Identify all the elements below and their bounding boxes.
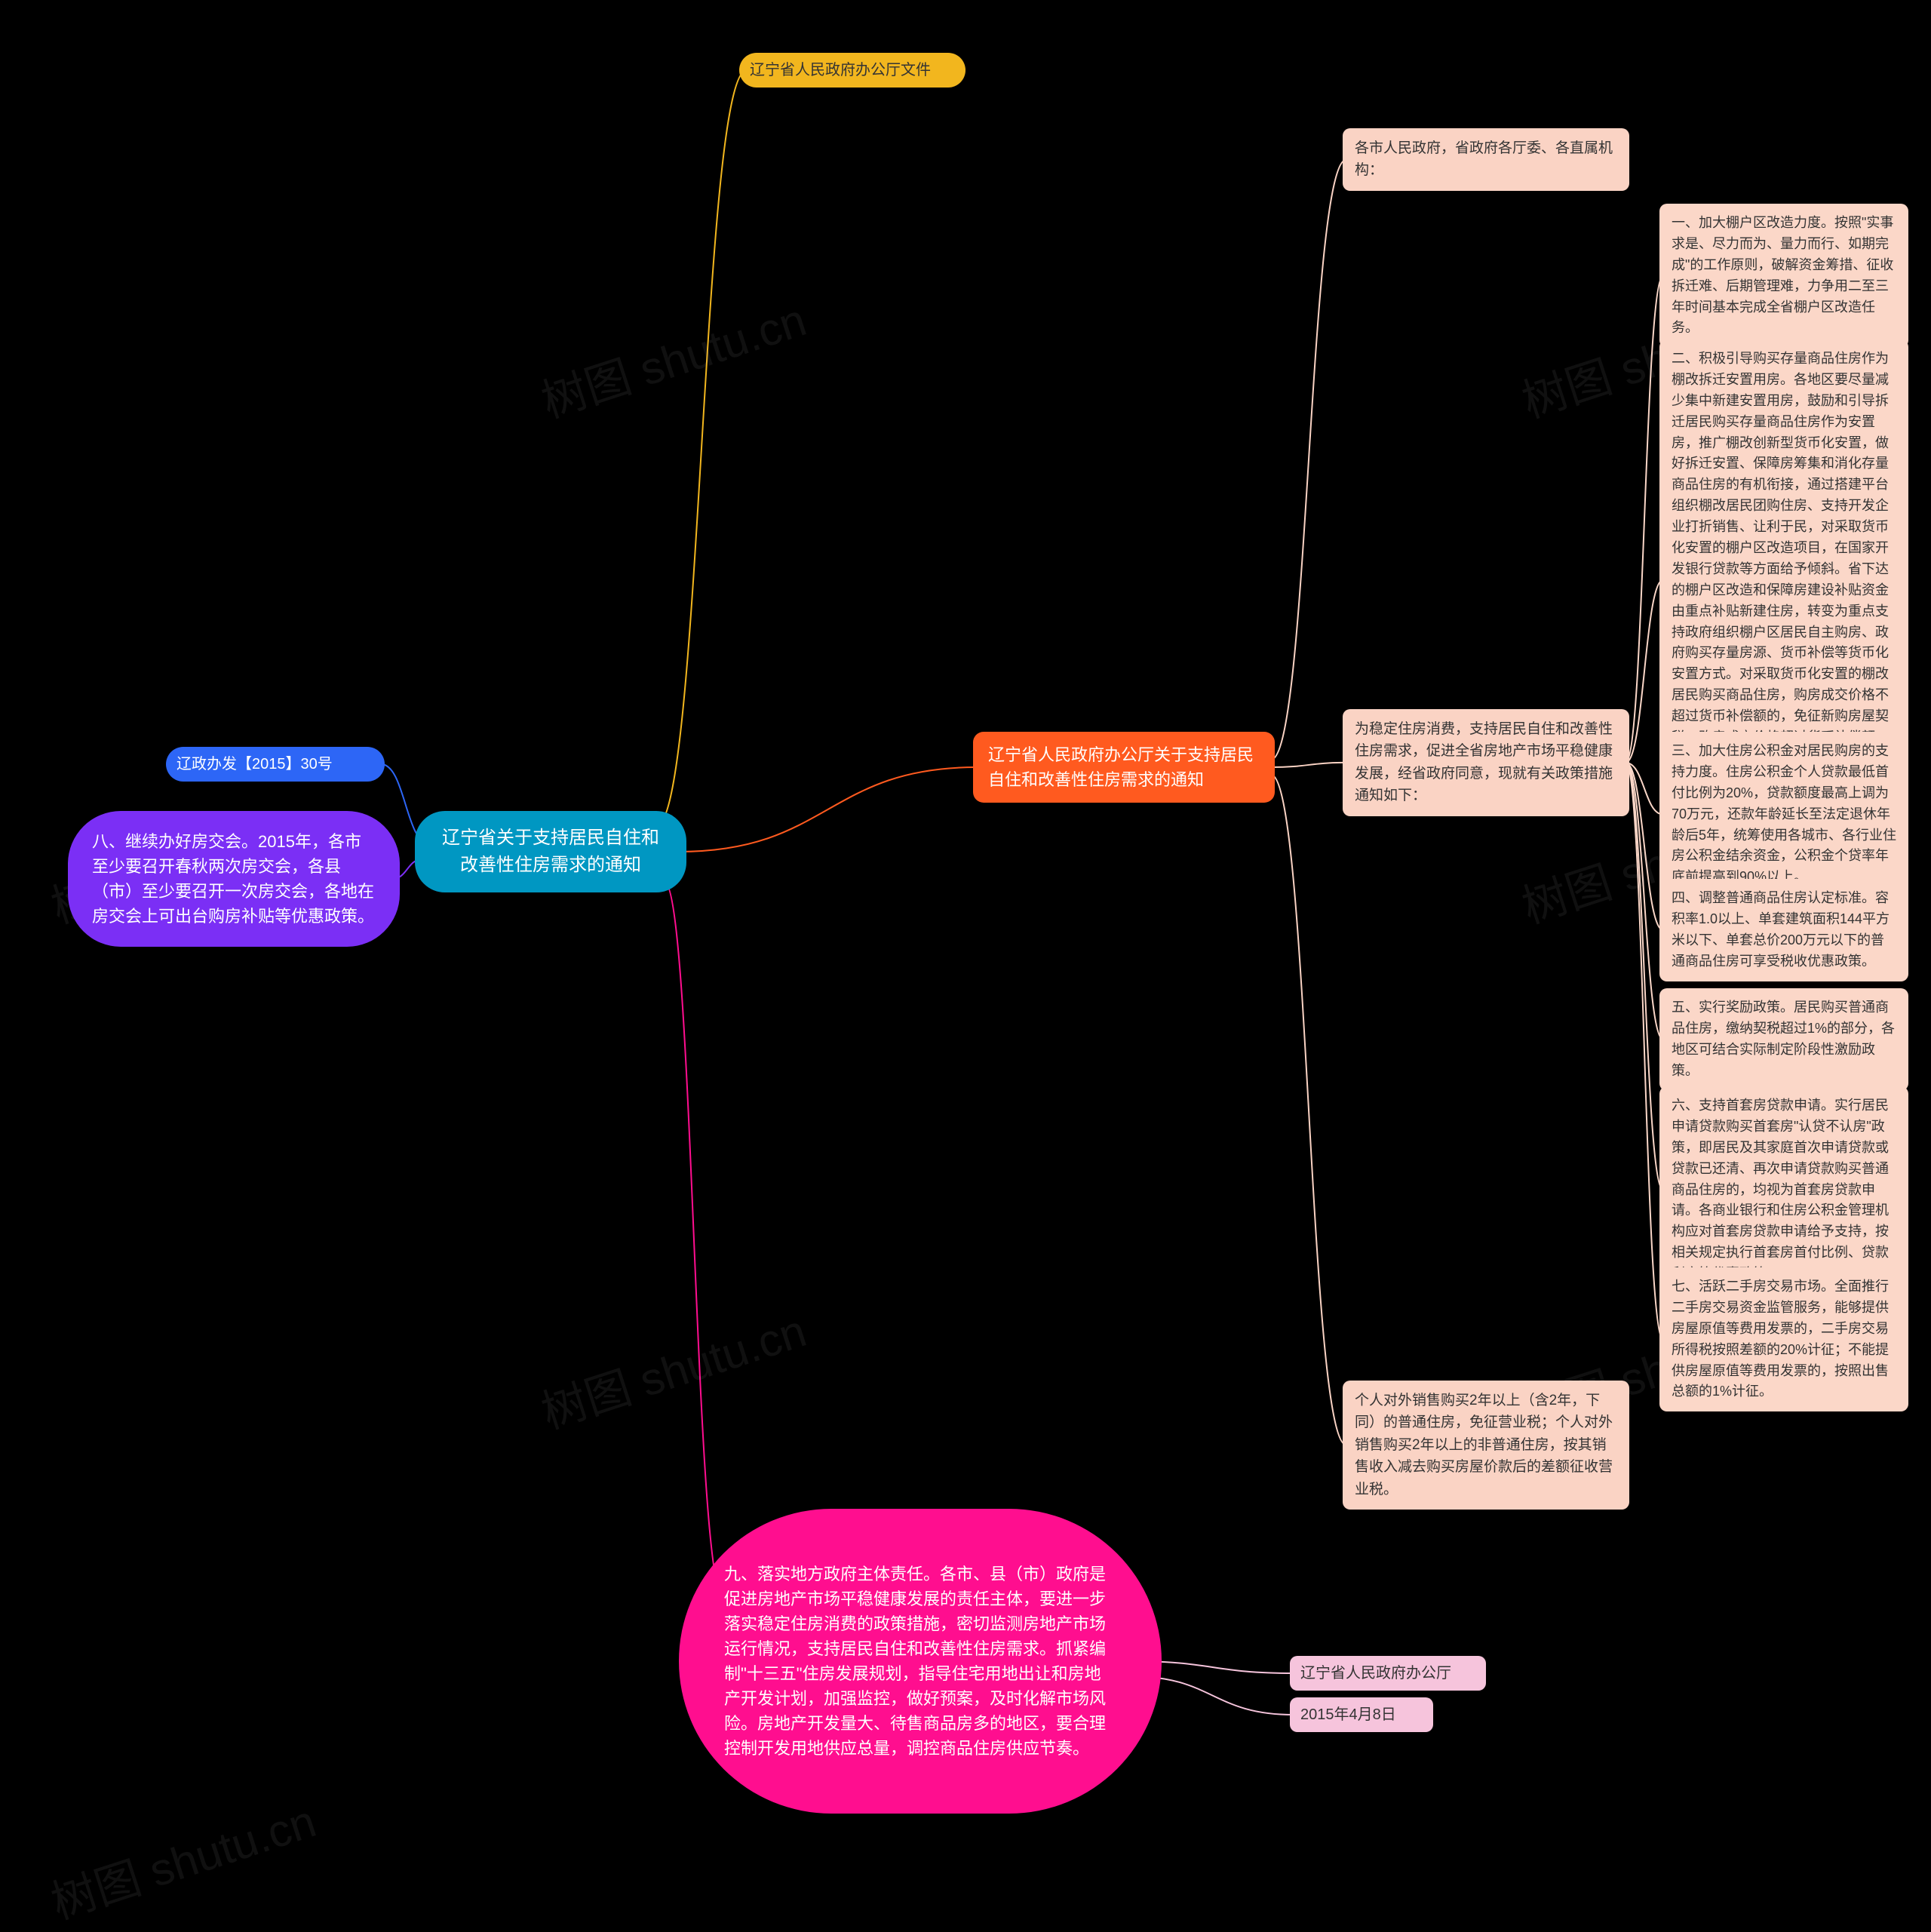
main-branch-node[interactable]: 辽宁省人民政府办公厅关于支持居民自住和改善性住房需求的通知 [973,732,1275,803]
tax-note-node[interactable]: 个人对外销售购买2年以上（含2年，下同）的普通住房，免征营业税；个人对外销售购买… [1343,1381,1629,1510]
header-node[interactable]: 各市人民政府，省政府各厅委、各直属机构： [1343,128,1629,191]
item8-node[interactable]: 八、继续办好房交会。2015年，各市至少要召开春秋两次房交会，各县（市）至少要召… [68,811,400,947]
policy-item-7[interactable]: 七、活跃二手房交易市场。全面推行二手房交易资金监管服务，能够提供房屋原值等费用发… [1659,1267,1908,1411]
policy-item-6[interactable]: 六、支持首套房贷款申请。实行居民申请贷款购买首套房"认贷不认房"政策，即居民及其… [1659,1086,1908,1294]
date-node[interactable]: 2015年4月8日 [1290,1697,1433,1732]
watermark-text: 树图 shutu.cn [532,284,813,431]
signer-node[interactable]: 辽宁省人民政府办公厅 [1290,1656,1486,1691]
policy-item-1[interactable]: 一、加大棚户区改造力度。按照"实事求是、尽力而为、量力而行、如期完成"的工作原则… [1659,204,1908,348]
item9-node[interactable]: 九、落实地方政府主体责任。各市、县（市）政府是促进房地产市场平稳健康发展的责任主… [679,1509,1162,1814]
policy-item-5[interactable]: 五、实行奖励政策。居民购买普通商品住房，缴纳契税超过1%的部分，各地区可结合实际… [1659,988,1908,1091]
intro-node[interactable]: 为稳定住房消费，支持居民自住和改善性住房需求，促进全省房地产市场平稳健康发展，经… [1343,709,1629,816]
top-branch-node[interactable]: 辽宁省人民政府办公厅文件 [739,53,966,88]
watermark-text: 树图 shutu.cn [532,1295,813,1442]
watermark-text: 树图 shutu.cn [41,1785,323,1932]
doc-number-node[interactable]: 辽政办发【2015】30号 [166,747,385,782]
policy-item-4[interactable]: 四、调整普通商品住房认定标准。容积率1.0以上、单套建筑面积144平方米以下、单… [1659,879,1908,981]
policy-item-3[interactable]: 三、加大住房公积金对居民购房的支持力度。住房公积金个人贷款最低首付比例为20%，… [1659,732,1908,897]
root-node[interactable]: 辽宁省关于支持居民自住和改善性住房需求的通知 [415,811,686,892]
